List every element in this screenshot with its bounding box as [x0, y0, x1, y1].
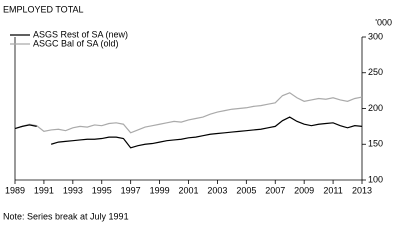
y-tick-label: 150: [368, 139, 383, 149]
note: Note: Series break at July 1991: [3, 211, 129, 221]
legend-label: ASGC Bal of SA (old): [33, 38, 119, 48]
x-tick-label: 1997: [121, 185, 141, 195]
x-tick-label: 2003: [207, 185, 227, 195]
y-tick-label: 300: [368, 31, 383, 41]
chart: EMPLOYED TOTAL '000 Note: Series break a…: [3, 4, 392, 221]
series-line: [14, 116, 363, 149]
y-unit: '000: [375, 17, 392, 27]
x-tick-label: 1995: [92, 185, 112, 195]
x-tick-label: 2013: [352, 185, 372, 195]
x-tick-label: 2005: [236, 185, 256, 195]
y-tick-label: 100: [368, 174, 383, 184]
series-line: [14, 92, 363, 134]
x-tick-label: 1999: [150, 185, 170, 195]
x-tick-label: 1989: [5, 185, 25, 195]
x-tick-label: 1991: [34, 185, 54, 195]
x-tick-label: 1993: [63, 185, 83, 195]
x-tick-label: 2001: [178, 185, 198, 195]
x-tick-label: 2007: [265, 185, 285, 195]
y-tick-label: 200: [368, 103, 383, 113]
legend-label: ASGS Rest of SA (new): [33, 29, 128, 39]
chart-title: EMPLOYED TOTAL: [3, 4, 84, 14]
x-tick-label: 2011: [323, 185, 342, 195]
x-tick-label: 2009: [294, 185, 314, 195]
y-tick-label: 250: [368, 67, 383, 77]
